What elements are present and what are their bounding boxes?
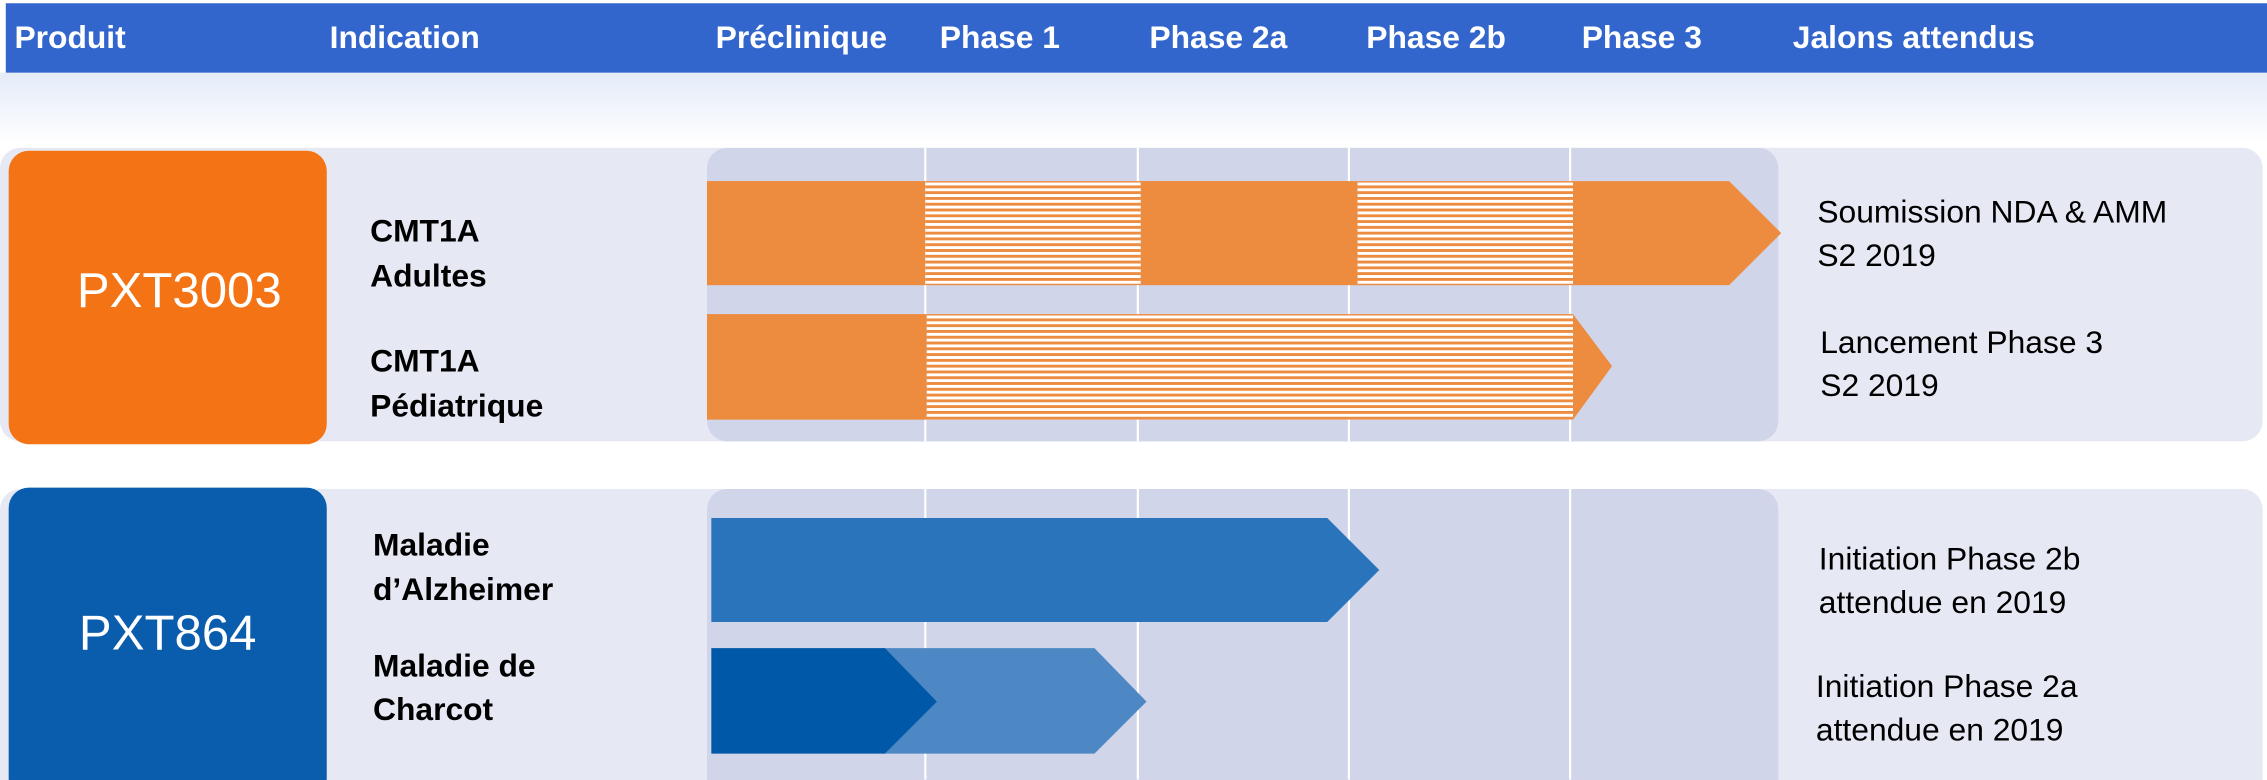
milestone: attendue en 2019 [1816,711,2064,747]
header-col: Phase 1 [940,19,1060,55]
indication: d’Alzheimer [373,571,553,607]
milestone: S2 2019 [1817,237,1935,273]
background [0,72,2267,145]
header-col: Phase 3 [1582,19,1702,55]
milestone: Initiation Phase 2a [1816,668,2078,704]
product-name: PXT864 [79,606,257,660]
indication: CMT1A [370,343,480,379]
product-name: PXT3003 [77,264,282,318]
milestone: attendue en 2019 [1819,584,2067,620]
indication: Maladie [373,526,490,562]
progress-bar [706,314,1613,420]
milestone: Soumission NDA & AMM [1817,194,2167,230]
progress-bar [711,648,937,754]
header-col: Phase 2b [1366,19,1506,55]
progress-bar [881,648,1147,754]
milestone: Lancement Phase 3 [1820,324,2103,360]
progress-bar [706,181,1782,286]
indication: CMT1A [370,213,480,249]
indication: Pédiatrique [370,387,543,423]
header-col: Préclinique [716,19,887,55]
milestone: S2 2019 [1820,367,1938,403]
product-box [8,150,327,445]
header-col: Produit [14,19,126,55]
header-col: Indication [330,19,480,55]
header-col: Phase 2a [1149,19,1287,55]
header-bar [5,3,2267,73]
progress-bar [711,517,1380,623]
product-box [8,487,327,780]
indication: Charcot [373,691,494,727]
indication: Adultes [370,257,487,293]
header-col: Jalons attendus [1793,19,2035,55]
milestone: Initiation Phase 2b [1819,541,2081,577]
indication: Maladie de [373,648,536,684]
